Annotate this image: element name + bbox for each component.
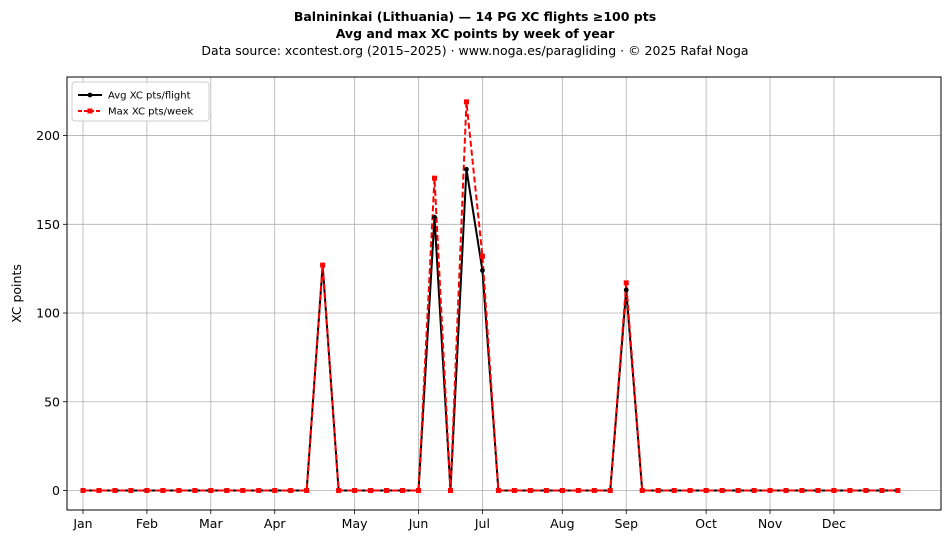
- max-data-point: [160, 487, 166, 493]
- max-data-point: [80, 487, 86, 493]
- max-data-point: [128, 487, 134, 493]
- max-data-point: [639, 487, 645, 493]
- plot-background: [67, 77, 941, 510]
- max-data-point: [368, 487, 374, 493]
- x-tick-label: Sep: [614, 516, 638, 531]
- max-data-point: [799, 487, 805, 493]
- max-data-point: [479, 253, 485, 259]
- chart-subtitle: Avg and max XC points by week of year: [335, 26, 615, 41]
- data-source-note: Data source: xcontest.org (2015–2025) · …: [201, 43, 749, 58]
- avg-data-point: [480, 268, 485, 273]
- avg-data-point: [432, 214, 437, 220]
- series-markers: [80, 99, 901, 493]
- max-series-line: [82, 100, 898, 492]
- max-data-point: [272, 487, 278, 493]
- x-tick-label: Nov: [758, 516, 783, 531]
- x-tick-label: Jul: [474, 516, 490, 531]
- max-data-point: [815, 487, 821, 493]
- y-axis-label: XC points: [9, 264, 24, 323]
- avg-data-point: [623, 287, 629, 293]
- max-data-point: [751, 487, 757, 493]
- y-tick-label: 200: [36, 128, 60, 143]
- max-data-point: [623, 280, 629, 286]
- max-data-point: [176, 487, 182, 493]
- plot-frame: [66, 76, 942, 511]
- max-data-point: [304, 487, 310, 493]
- max-data-point: [783, 487, 789, 493]
- max-data-point: [495, 487, 501, 493]
- max-data-point: [384, 487, 390, 493]
- max-data-point: [400, 487, 406, 493]
- legend-label: Max XC pts/week: [108, 107, 193, 118]
- max-data-point: [144, 487, 150, 493]
- max-data-point: [687, 487, 693, 493]
- max-data-point: [511, 487, 517, 493]
- y-tick-label: 100: [36, 306, 60, 321]
- max-data-point: [224, 487, 230, 493]
- max-data-point: [863, 487, 869, 493]
- max-data-point: [559, 487, 565, 493]
- max-data-point: [847, 487, 853, 493]
- max-data-point: [719, 487, 725, 493]
- legend: Avg XC pts/flight Max XC pts/week: [71, 81, 210, 122]
- x-tick-label: Dec: [822, 516, 846, 531]
- max-data-point: [527, 487, 533, 493]
- max-data-point: [591, 487, 597, 493]
- x-tick-label: Mar: [199, 516, 223, 531]
- max-data-point: [192, 487, 198, 493]
- y-axis-ticks: 0 50 100 150 200: [36, 128, 67, 498]
- x-tick-label: Apr: [264, 516, 286, 531]
- max-data-point: [831, 487, 837, 493]
- max-data-point: [447, 487, 453, 493]
- max-data-point: [112, 487, 118, 493]
- x-tick-label: May: [342, 516, 368, 531]
- legend-marker: [87, 108, 93, 114]
- max-data-point: [96, 487, 102, 493]
- legend-box: [71, 81, 210, 122]
- max-data-point: [240, 487, 246, 493]
- max-data-point: [256, 487, 262, 493]
- max-data-point: [879, 487, 885, 493]
- max-data-point: [416, 487, 422, 493]
- max-data-point: [575, 487, 581, 493]
- avg-data-point: [464, 166, 469, 172]
- max-data-point: [735, 487, 741, 493]
- x-tick-label: Jun: [408, 516, 429, 531]
- max-data-point: [607, 487, 613, 493]
- max-data-point: [655, 487, 661, 493]
- max-data-point: [895, 487, 901, 493]
- max-data-point: [703, 487, 709, 493]
- x-tick-label: Aug: [550, 516, 574, 531]
- max-data-point: [767, 487, 773, 493]
- legend-marker: [87, 92, 93, 98]
- y-tick-label: 0: [52, 483, 60, 498]
- legend-label: Avg XC pts/flight: [108, 91, 191, 102]
- max-data-point: [336, 487, 342, 493]
- series-lines: [82, 100, 898, 492]
- max-data-point: [463, 99, 469, 105]
- max-data-point: [431, 175, 437, 181]
- max-data-point: [208, 487, 214, 493]
- max-data-point: [288, 487, 294, 493]
- chart-title: Balnininkai (Lithuania) — 14 PG XC fligh…: [293, 9, 657, 24]
- y-tick-label: 50: [44, 394, 60, 409]
- max-data-point: [671, 487, 677, 493]
- y-tick-label: 150: [36, 217, 60, 232]
- max-data-point: [352, 487, 358, 493]
- x-tick-label: Feb: [136, 516, 158, 531]
- x-tick-label: Jan: [72, 516, 92, 531]
- chart-titles: Balnininkai (Lithuania) — 14 PG XC fligh…: [0, 8, 950, 60]
- x-tick-label: Oct: [695, 516, 717, 531]
- x-axis-ticks: Jan Feb Mar Apr May Jun Jul Aug Sep Oct Nov Dec: [72, 510, 846, 531]
- max-data-point: [320, 262, 326, 268]
- max-data-point: [543, 487, 549, 493]
